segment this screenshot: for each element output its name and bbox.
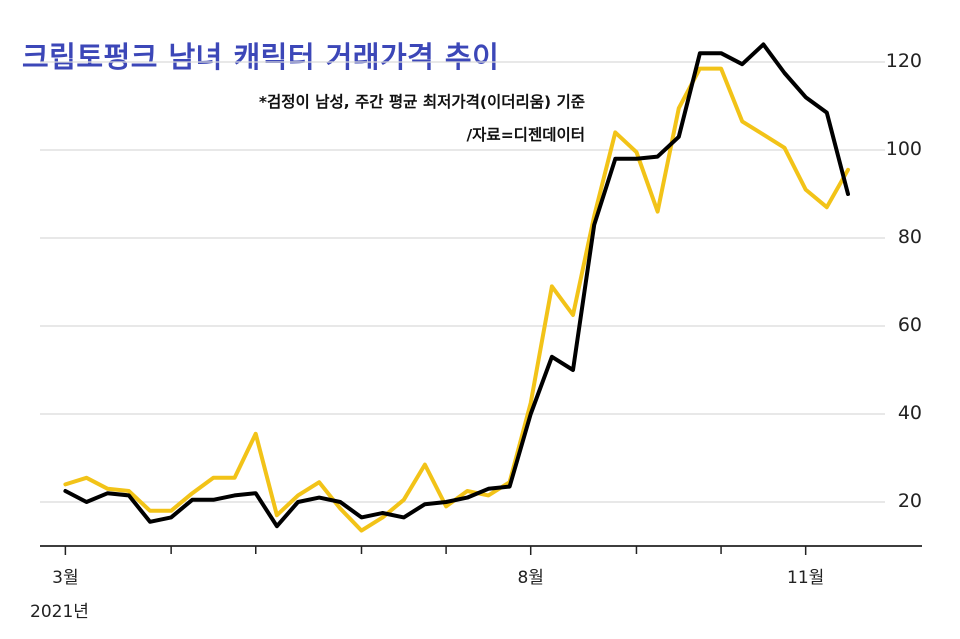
y-tick-label-60: 60 xyxy=(898,314,922,336)
year-label: 2021년 xyxy=(30,602,89,622)
series-lines xyxy=(63,42,850,533)
chart-source: /자료=디젠데이터 xyxy=(466,126,585,144)
y-tick-label-80: 80 xyxy=(898,226,922,248)
y-tick-label-100: 100 xyxy=(886,138,922,160)
y-tick-labels: 20 40 60 80 100 120 xyxy=(886,50,922,512)
grid-lines xyxy=(40,61,885,503)
x-axis xyxy=(40,545,922,555)
series-line-male xyxy=(63,42,850,529)
x-tick-label: 3월 xyxy=(52,568,78,588)
x-tick-label: 8월 xyxy=(517,568,543,588)
x-tick-labels: 3월 8월 11월 xyxy=(52,568,824,588)
y-tick-label-20: 20 xyxy=(898,490,922,512)
y-tick-label-120: 120 xyxy=(886,50,922,72)
y-tick-label-40: 40 xyxy=(898,402,922,424)
x-tick-label: 11월 xyxy=(787,568,824,588)
series-line-female xyxy=(63,66,850,533)
chart-subtitle: *검정이 남성, 주간 평균 최저가격(이더리움) 기준 xyxy=(258,93,585,111)
chart-title: 크립토펑크 남녀 캐릭터 거래가격 추이 xyxy=(22,40,500,74)
